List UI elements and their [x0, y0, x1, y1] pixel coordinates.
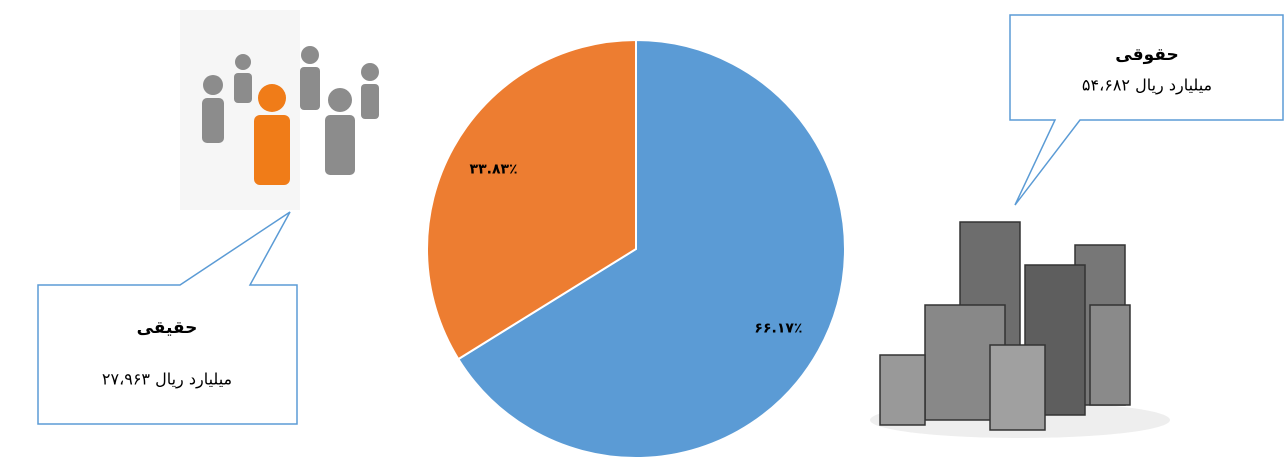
callout-left [37, 211, 298, 425]
pie-slice [426, 38, 637, 361]
callout-right [1009, 14, 1284, 206]
people-icon [180, 10, 379, 210]
buildings-icon [870, 221, 1170, 438]
callout-text: ۲۷،۹۶۳ میلیارد ریال [102, 370, 232, 390]
pie-slice [456, 38, 846, 459]
callout-title: حقوقی [1115, 45, 1178, 65]
callout-title: حقیقی [137, 318, 198, 338]
callout-text: ۵۴،۶۸۲ میلیارد ریال [1082, 76, 1212, 96]
data-label: ۳۳.۸۳٪ [470, 162, 518, 178]
data-label: ۶۶.۱۷٪ [754, 320, 802, 336]
